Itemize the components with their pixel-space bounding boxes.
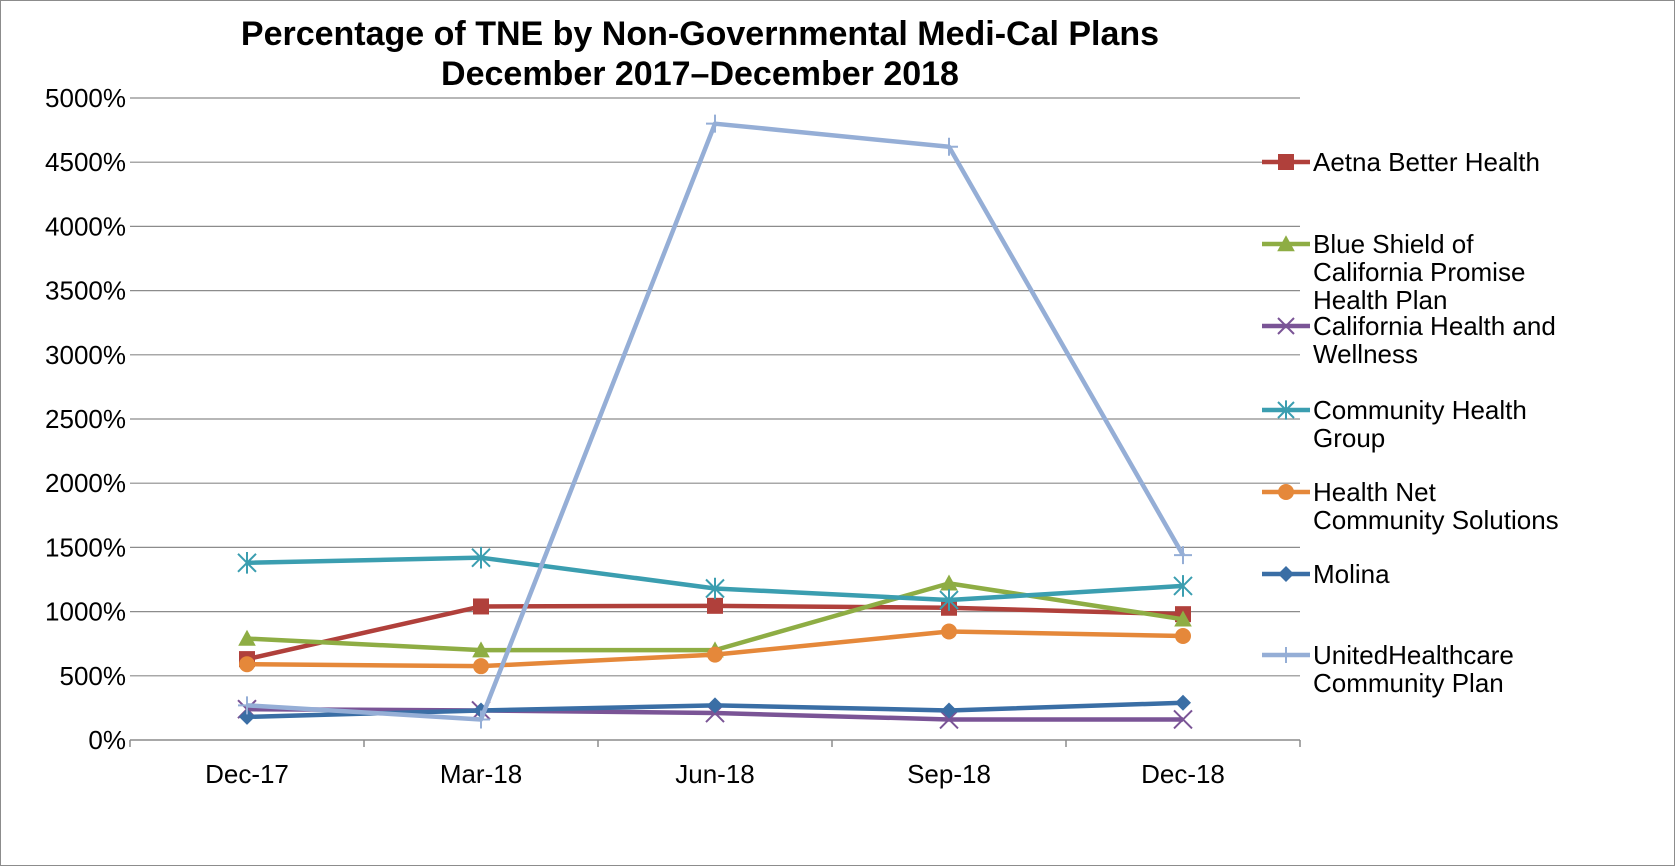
marker-x (1173, 709, 1193, 730)
legend-label: California Health and (1313, 311, 1556, 341)
marker-circle (707, 646, 723, 663)
marker-asterisk (1173, 575, 1193, 597)
y-tick-label: 3500% (45, 276, 126, 306)
legend-label: Molina (1313, 559, 1390, 589)
y-tick-label: 0% (88, 725, 126, 755)
marker-circle (941, 623, 957, 640)
marker-plus (472, 710, 490, 729)
legend-entry: Molina (1262, 559, 1390, 589)
y-tick-label: 4000% (45, 211, 126, 241)
y-tick-label: 2500% (45, 404, 126, 434)
legend-label: Health Net (1313, 477, 1437, 507)
series-lines (237, 114, 1193, 730)
marker-diamond (239, 708, 255, 725)
marker-diamond (1278, 566, 1294, 582)
series (237, 546, 1193, 611)
legend-label: Wellness (1313, 339, 1418, 369)
x-tick-label: Dec-17 (205, 759, 289, 789)
y-tick-label: 3000% (45, 340, 126, 370)
marker-square (1278, 154, 1294, 170)
marker-diamond (1175, 694, 1191, 711)
marker-x (1277, 317, 1295, 335)
marker-circle (473, 658, 489, 675)
marker-circle (1175, 627, 1191, 644)
legend-label: Group (1313, 423, 1385, 453)
marker-triangle (238, 629, 256, 646)
marker-asterisk (471, 546, 491, 569)
legend-label: Health Plan (1313, 285, 1447, 315)
legend-label: Community Health (1313, 395, 1527, 425)
marker-plus (706, 114, 724, 133)
marker-triangle (1277, 235, 1295, 252)
legend-label: Community Solutions (1313, 505, 1559, 535)
legend-label: UnitedHealthcare (1313, 640, 1514, 670)
marker-circle (1278, 484, 1294, 500)
legend-label: California Promise (1313, 257, 1525, 287)
marker-plus (238, 696, 256, 715)
series (239, 623, 1191, 675)
y-tick-label: 500% (60, 661, 127, 691)
legend-label: Blue Shield of (1313, 229, 1474, 259)
chart-title-block: Percentage of TNE by Non-Governmental Me… (0, 14, 1400, 94)
marker-asterisk (939, 589, 959, 611)
marker-asterisk (1277, 400, 1295, 420)
x-tick-label: Jun-18 (675, 759, 755, 789)
marker-circle (239, 656, 255, 673)
series (238, 114, 1192, 729)
chart-title: Percentage of TNE by Non-Governmental Me… (240, 15, 1160, 53)
x-tick-label: Sep-18 (907, 759, 991, 789)
y-tick-label: 5000% (45, 83, 126, 113)
legend-label: Aetna Better Health (1313, 147, 1540, 177)
marker-triangle (472, 641, 490, 658)
gridlines (130, 97, 1300, 677)
y-tick-label: 1500% (45, 532, 126, 562)
legend-label: Community Plan (1313, 668, 1504, 698)
x-tick-label: Dec-18 (1141, 759, 1225, 789)
marker-asterisk (705, 577, 725, 600)
marker-asterisk (237, 552, 257, 574)
chart-subtitle: December 2017–December 2018 (441, 55, 959, 93)
marker-square (707, 597, 723, 614)
marker-plus (1174, 546, 1192, 565)
marker-square (473, 598, 489, 615)
marker-triangle (1174, 610, 1192, 627)
marker-x (939, 709, 959, 730)
marker-plus (1278, 647, 1294, 663)
marker-diamond (941, 702, 957, 719)
legend-entry: Aetna Better Health (1262, 147, 1540, 177)
y-tick-label: 1000% (45, 597, 126, 627)
y-tick-label: 2000% (45, 468, 126, 498)
y-axis-tick-labels: 0% 500% 1000% 1500% 2000% 2500% 3000% 3500% 4000… (45, 83, 126, 755)
marker-plus (940, 137, 958, 156)
y-tick-label: 4500% (45, 147, 126, 177)
marker-diamond (707, 697, 723, 714)
marker-triangle (940, 574, 958, 591)
x-axis: Dec-17 Mar-18 Jun-18 Sep-18 Dec-18 (129, 739, 1301, 789)
series-line (246, 121, 1185, 722)
x-tick-label: Mar-18 (440, 759, 522, 789)
